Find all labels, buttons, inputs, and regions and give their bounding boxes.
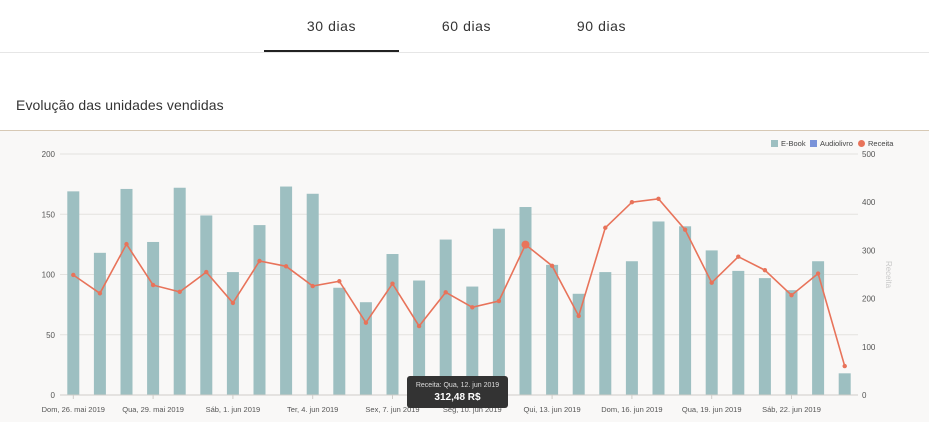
- sales-chart: 0 50 100 150 200 0 100 200 300 400 500 Receita Dom, …: [42, 139, 895, 414]
- ebook-bar: [838, 373, 851, 395]
- ebook-bar: [306, 193, 319, 395]
- ebook-bar: [280, 186, 293, 395]
- receita-point: [521, 240, 530, 249]
- x-tick-label: Dom, 26. mai 2019: [42, 405, 105, 414]
- receita-point: [150, 282, 156, 288]
- y-left-tick-label: 0: [51, 391, 56, 400]
- y-right-tick-label: 0: [862, 391, 867, 400]
- y-right-tick-label: 100: [862, 343, 876, 352]
- y-left-tick-label: 50: [46, 331, 55, 340]
- ebook-bar: [386, 254, 399, 395]
- tooltip-label: Receita: Qua, 12. jun 2019: [415, 382, 500, 389]
- x-tick-label: Sáb, 1. jun 2019: [206, 405, 261, 414]
- receita-point: [549, 263, 555, 269]
- receita-point: [603, 225, 608, 230]
- ebook-bar: [492, 228, 505, 395]
- x-tick-label: Seg, 10. jun 2019: [443, 405, 502, 414]
- receita-point: [842, 363, 847, 369]
- x-tick-label: Qua, 19. jun 2019: [682, 405, 742, 414]
- ebook-bar: [67, 191, 80, 395]
- ebook-bar: [652, 221, 665, 395]
- chart-area: 0 50 100 150 200 0 100 200 300 400 500 Receita Dom, …: [0, 130, 929, 422]
- x-tick-label: Dom, 16. jun 2019: [601, 405, 662, 414]
- receita-point: [283, 264, 289, 269]
- ebook-bar: [93, 252, 106, 395]
- receita-point: [709, 280, 714, 285]
- x-tick-label: Sex, 7. jun 2019: [365, 405, 419, 414]
- ebook-bar: [732, 270, 745, 395]
- tab-30-days[interactable]: 30 dias: [264, 0, 399, 52]
- receita-point: [443, 290, 448, 295]
- receita-point: [124, 241, 129, 247]
- section-title: Evolução das unidades vendidas: [16, 97, 224, 113]
- ebook-bar: [439, 239, 452, 395]
- legend-audiolivro-label: Audiolivro: [820, 139, 853, 148]
- receita-point: [576, 313, 581, 319]
- ebook-bar: [546, 264, 559, 395]
- receita-point: [97, 291, 103, 296]
- ebook-bar: [359, 302, 372, 395]
- ebook-bar: [572, 293, 585, 395]
- ebook-bar: [758, 278, 771, 395]
- tab-90-days[interactable]: 90 dias: [576, 18, 627, 34]
- ebook-bar: [147, 241, 160, 395]
- x-tick-label: Sáb, 22. jun 2019: [762, 405, 821, 414]
- y-right-tick-label: 300: [862, 246, 876, 255]
- x-tick-label: Qui, 13. jun 2019: [524, 405, 581, 414]
- receita-point: [71, 272, 76, 278]
- y-left-tick-label: 100: [42, 271, 56, 280]
- ebook-bar: [812, 261, 825, 395]
- ebook-bar: [519, 207, 532, 395]
- receita-point: [310, 283, 315, 289]
- receita-point: [682, 227, 688, 232]
- ebook-bar: [625, 261, 638, 395]
- receita-point: [204, 269, 209, 275]
- ebook-bar: [253, 225, 266, 395]
- tooltip-value: 312,48 R$: [434, 392, 481, 403]
- receita-point: [762, 267, 768, 273]
- ebook-bar: [413, 280, 426, 395]
- receita-point: [736, 254, 741, 259]
- legend-receita-swatch: [858, 140, 865, 147]
- receita-point: [656, 196, 661, 202]
- receita-point: [337, 279, 342, 284]
- tab-60-days[interactable]: 60 dias: [441, 18, 492, 34]
- ebook-bar: [705, 250, 718, 395]
- legend-ebook-swatch: [771, 140, 778, 147]
- receita-point: [257, 258, 262, 264]
- receita-point: [177, 289, 182, 295]
- chart-tooltip: Receita: Qua, 12. jun 2019 312,48 R$: [407, 376, 508, 408]
- y-right-tick-label: 400: [862, 198, 876, 207]
- receita-line: [72, 197, 846, 367]
- ebook-bar: [679, 226, 692, 395]
- ebook-bar: [599, 272, 612, 395]
- x-tick-label: Ter, 4. jun 2019: [287, 405, 338, 414]
- y-right-axis-title: Receita: [884, 261, 893, 289]
- receita-point: [496, 298, 502, 304]
- ebook-bar: [200, 215, 213, 395]
- receita-point: [629, 200, 635, 205]
- legend-ebook-label: E-Book: [781, 139, 806, 148]
- legend-audiolivro-swatch: [810, 140, 817, 147]
- y-right-tick-label: 500: [862, 150, 876, 159]
- ebook-bar: [466, 286, 479, 395]
- y-right-tick-label: 200: [862, 295, 876, 304]
- y-left-tick-label: 200: [42, 150, 56, 159]
- ebook-bar: [785, 290, 798, 395]
- ebook-bar: [226, 272, 239, 395]
- receita-point: [363, 320, 369, 325]
- y-left-tick-label: 150: [42, 210, 56, 219]
- receita-point: [416, 323, 422, 329]
- receita-point: [470, 305, 475, 310]
- period-tabs: 30 dias 60 dias 90 dias: [0, 0, 929, 53]
- legend-receita-label: Receita: [868, 139, 894, 148]
- receita-point: [390, 281, 395, 286]
- ebook-bar: [120, 188, 133, 395]
- receita-point: [815, 271, 821, 276]
- receita-point: [789, 293, 794, 298]
- ebook-bar: [333, 287, 346, 395]
- receita-point: [230, 300, 236, 306]
- x-tick-label: Qua, 29. mai 2019: [122, 405, 184, 414]
